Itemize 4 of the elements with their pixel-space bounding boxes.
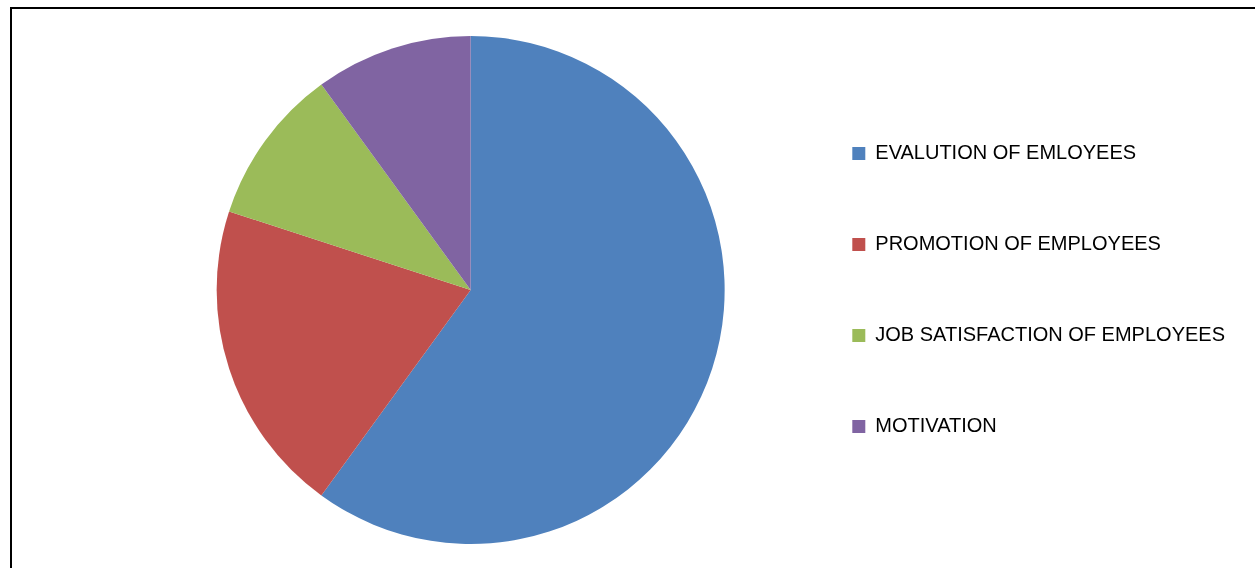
legend-label: EVALUTION OF EMLOYEES	[875, 141, 1137, 164]
legend-label: MOTIVATION	[875, 414, 997, 437]
legend-label: JOB SATISFACTION OF EMPLOYEES	[875, 323, 1226, 346]
legend-label: PROMOTION OF EMPLOYEES	[875, 232, 1161, 255]
